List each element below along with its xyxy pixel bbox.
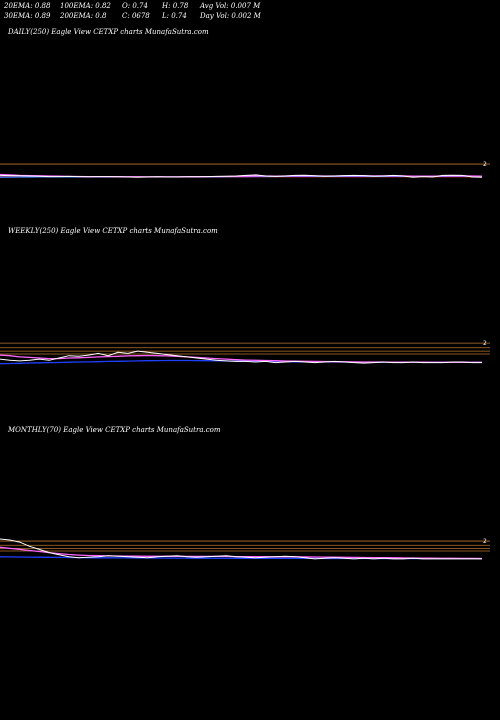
axis-tick-label: 2	[483, 340, 487, 347]
weekly-panel-label: WEEKLY(250) Eagle View CETXP charts Muna…	[8, 227, 218, 235]
series-line	[0, 538, 482, 560]
header-avg-vol: Avg Vol: 0.007 M	[200, 2, 261, 10]
daily-panel-label: DAILY(250) Eagle View CETXP charts Munaf…	[8, 28, 209, 36]
header-low: L: 0.74	[162, 12, 187, 20]
header-ema200: 200EMA: 0.8	[60, 12, 107, 20]
monthly-panel-label: MONTHLY(70) Eagle View CETXP charts Muna…	[8, 426, 221, 434]
axis-tick-label: 2	[483, 538, 487, 545]
header-close: C: 0678	[122, 12, 150, 20]
axis-tick-label: 2	[483, 161, 487, 168]
header-ema20: 20EMA: 0.88	[4, 2, 51, 10]
series-line	[0, 350, 482, 364]
series-line	[0, 174, 483, 178]
header-ema30: 30EMA: 0.89	[4, 12, 51, 20]
header-high: H: 0.78	[162, 2, 189, 10]
header-day-vol: Day Vol: 0.002 M	[200, 12, 261, 20]
header-open: O: 0.74	[122, 2, 148, 10]
header-ema100: 100EMA: 0.82	[60, 2, 111, 10]
